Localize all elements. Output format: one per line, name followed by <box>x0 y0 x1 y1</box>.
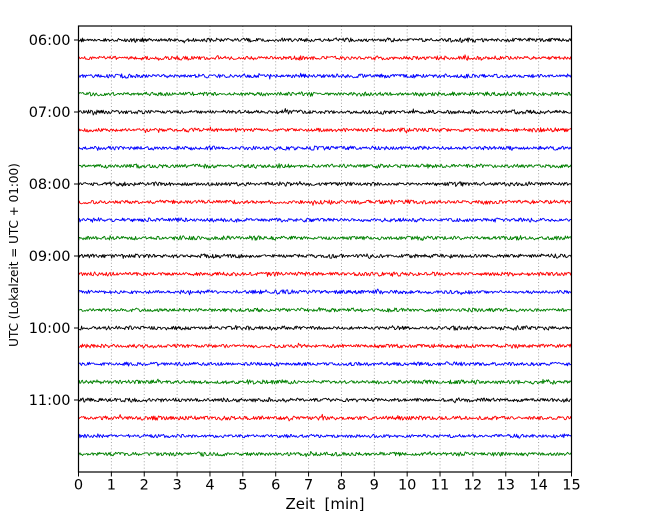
x-tick-label: 13 <box>497 478 515 494</box>
x-tick-label: 6 <box>271 478 280 494</box>
y-tick-label: 07:00 <box>29 105 71 121</box>
x-tick-label: 0 <box>74 478 83 494</box>
seismogram-trace-1045 <box>78 378 572 385</box>
seismogram-trace-1130 <box>78 433 572 439</box>
y-axis-label: UTC (Lokalzeit = UTC + 01:00) <box>7 163 21 347</box>
seismogram-trace-1115 <box>78 413 572 422</box>
y-tick-label: 11:00 <box>29 393 71 409</box>
seismogram-trace-0900 <box>78 253 572 259</box>
seismogram-trace-1030 <box>78 361 572 367</box>
seismogram-trace-0615 <box>78 54 572 61</box>
seismogram-trace-0600 <box>78 37 572 44</box>
x-tick-label: 11 <box>431 478 449 494</box>
seismogram-trace-0915 <box>78 271 572 277</box>
y-tick-label: 06:00 <box>29 33 71 49</box>
x-tick-label: 8 <box>337 478 346 494</box>
x-tick-label: 1 <box>107 478 116 494</box>
x-tick-label: 3 <box>172 478 181 494</box>
seismogram-trace-0715 <box>78 126 572 134</box>
seismogram-trace-1100 <box>78 397 572 404</box>
seismogram-trace-0700 <box>78 108 572 116</box>
seismogram-trace-0745 <box>78 163 572 169</box>
x-tick-label: 10 <box>398 478 416 494</box>
x-tick-label: 5 <box>238 478 247 494</box>
x-tick-label: 2 <box>140 478 149 494</box>
axes-frame <box>77 25 573 473</box>
x-tick-label: 4 <box>205 478 214 494</box>
seismogram-trace-0930 <box>78 288 572 296</box>
x-axis-label: Zeit [min] <box>285 495 365 513</box>
y-tick-label: 08:00 <box>29 177 71 193</box>
seismogram-trace-0945 <box>78 307 572 313</box>
seismogram-trace-0800 <box>78 180 572 187</box>
y-tick-label: 09:00 <box>29 249 71 265</box>
seismogram-trace-0815 <box>78 199 572 206</box>
seismogram-trace-1015 <box>78 342 572 349</box>
x-tick-label: 15 <box>562 478 580 494</box>
x-tick-label: 14 <box>529 478 547 494</box>
seismogram-trace-1145 <box>78 451 572 458</box>
x-tick-label: 7 <box>304 478 313 494</box>
x-tick-label: 12 <box>464 478 482 494</box>
seismogram-trace-0845 <box>78 235 572 242</box>
x-tick-label: 9 <box>370 478 379 494</box>
y-tick-label: 10:00 <box>29 321 71 337</box>
seismogram-trace-1000 <box>78 324 572 331</box>
seismogram-trace-0730 <box>78 145 572 151</box>
seismogram-trace-0630 <box>78 72 572 80</box>
seismogram-trace-0645 <box>78 91 572 97</box>
seismogram-trace-0830 <box>78 217 572 223</box>
